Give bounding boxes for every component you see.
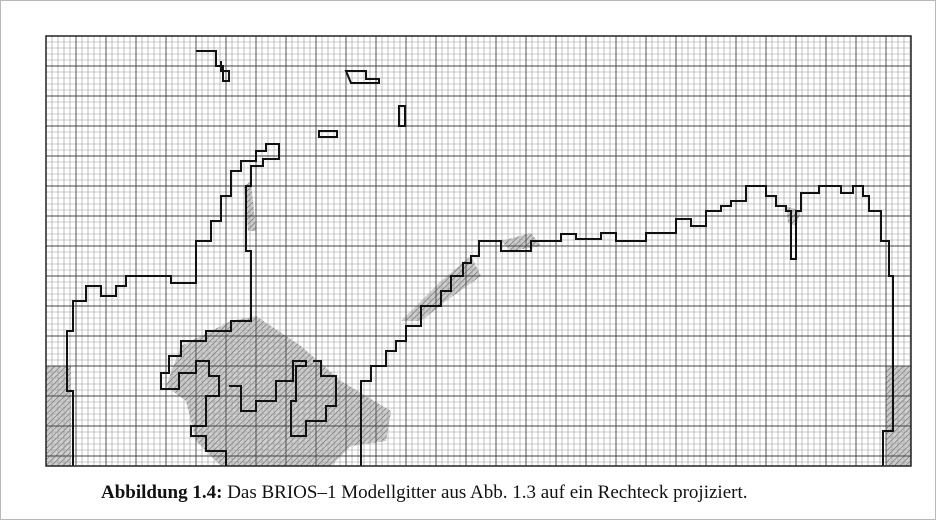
coastline-right (360, 185, 894, 466)
island (344, 70, 380, 84)
model-grid-figure (45, 35, 912, 467)
grid-frame (45, 35, 912, 467)
coastlines (66, 50, 894, 466)
caption-label: Abbildung 1.4: (101, 482, 223, 503)
island (398, 105, 406, 127)
caption-text: Das BRIOS–1 Modellgitter aus Abb. 1.3 au… (227, 482, 748, 503)
figure-caption: Abbildung 1.4: Das BRIOS–1 Modellgitter … (101, 482, 748, 504)
island (196, 50, 230, 82)
coastline-left (66, 143, 280, 466)
coastline-inner (229, 360, 337, 437)
island (318, 130, 338, 138)
